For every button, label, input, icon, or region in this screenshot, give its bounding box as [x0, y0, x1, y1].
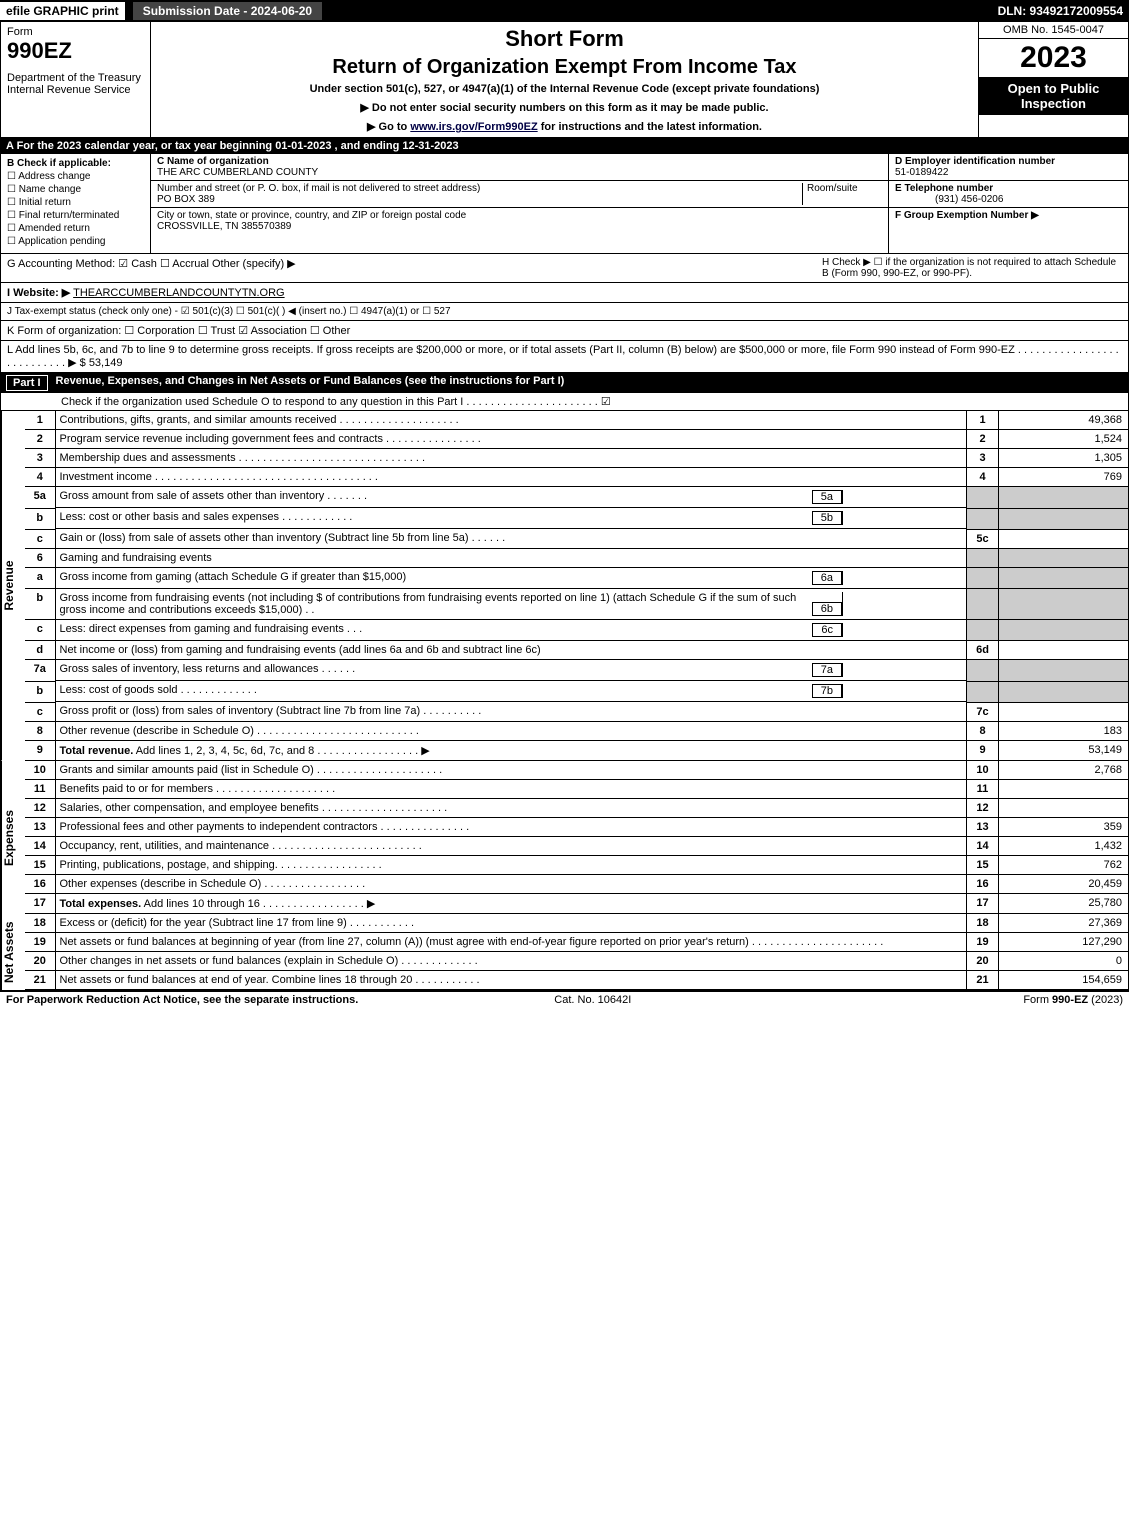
chk-address[interactable]: ☐ Address change [7, 171, 144, 182]
f-group: F Group Exemption Number ▶ [889, 208, 1128, 223]
line-7c: cGross profit or (loss) from sales of in… [25, 702, 1129, 721]
line-6b: bGross income from fundraising events (n… [25, 589, 1129, 620]
open-to-public: Open to Public Inspection [979, 77, 1128, 115]
footer-left: For Paperwork Reduction Act Notice, see … [6, 994, 358, 1006]
ssn-note: ▶ Do not enter social security numbers o… [159, 101, 970, 114]
line-i: I Website: ▶ THEARCCUMBERLANDCOUNTYTN.OR… [0, 283, 1129, 303]
under-section: Under section 501(c), 527, or 4947(a)(1)… [159, 83, 970, 95]
d-ein: D Employer identification number51-01894… [889, 154, 1128, 181]
line-4: 4Investment income . . . . . . . . . . .… [25, 468, 1129, 487]
dln: DLN: 93492172009554 [998, 4, 1129, 18]
b-checkboxes: B Check if applicable: ☐ Address change … [1, 154, 151, 253]
title-block: Short Form Return of Organization Exempt… [151, 22, 978, 137]
line-18: 18Excess or (deficit) for the year (Subt… [25, 914, 1129, 933]
line-g-h: G Accounting Method: ☑ Cash ☐ Accrual Ot… [0, 254, 1129, 283]
chk-initial[interactable]: ☐ Initial return [7, 197, 144, 208]
line-6c: cLess: direct expenses from gaming and f… [25, 620, 1129, 641]
tax-year: 2023 [979, 39, 1128, 77]
line-17: 17Total expenses. Add lines 10 through 1… [25, 893, 1129, 913]
line-6a: aGross income from gaming (attach Schedu… [25, 567, 1129, 589]
line-6d: dNet income or (loss) from gaming and fu… [25, 641, 1129, 660]
d-e-f-block: D Employer identification number51-01894… [888, 154, 1128, 253]
line-8: 8Other revenue (describe in Schedule O) … [25, 721, 1129, 740]
line-20: 20Other changes in net assets or fund ba… [25, 951, 1129, 970]
expenses-section: Expenses 10Grants and similar amounts pa… [0, 761, 1129, 914]
submission-date: Submission Date - 2024-06-20 [133, 2, 322, 20]
line-11: 11Benefits paid to or for members . . . … [25, 779, 1129, 798]
expenses-table: 10Grants and similar amounts paid (list … [25, 761, 1129, 914]
netassets-label: Net Assets [1, 914, 25, 990]
part1-check-o: Check if the organization used Schedule … [0, 393, 1129, 411]
part1-title: Revenue, Expenses, and Changes in Net As… [56, 375, 565, 391]
line-6: 6Gaming and fundraising events [25, 548, 1129, 567]
line-15: 15Printing, publications, postage, and s… [25, 855, 1129, 874]
line-5b: bLess: cost or other basis and sales exp… [25, 508, 1129, 529]
dept-treasury: Department of the Treasury Internal Reve… [7, 72, 144, 96]
line-10: 10Grants and similar amounts paid (list … [25, 761, 1129, 780]
line-2: 2Program service revenue including gover… [25, 430, 1129, 449]
line-j: J Tax-exempt status (check only one) - ☑… [0, 303, 1129, 321]
footer-cat: Cat. No. 10642I [554, 994, 631, 1006]
line-7b: bLess: cost of goods sold . . . . . . . … [25, 681, 1129, 702]
short-form-title: Short Form [159, 26, 970, 52]
omb-number: OMB No. 1545-0047 [979, 22, 1128, 39]
form-id-block: Form 990EZ Department of the Treasury In… [1, 22, 151, 137]
line-5c: cGain or (loss) from sale of assets othe… [25, 529, 1129, 548]
line-19: 19Net assets or fund balances at beginni… [25, 932, 1129, 951]
line-h: H Check ▶ ☐ if the organization is not r… [822, 257, 1122, 279]
part1-label: Part I [6, 375, 48, 391]
b-label: B Check if applicable: [7, 158, 144, 169]
line-7a: 7aGross sales of inventory, less returns… [25, 660, 1129, 682]
netassets-section: Net Assets 18Excess or (deficit) for the… [0, 914, 1129, 991]
form-number: 990EZ [7, 38, 144, 64]
revenue-label: Revenue [1, 411, 25, 761]
revenue-table: 1Contributions, gifts, grants, and simil… [25, 411, 1129, 761]
chk-amended[interactable]: ☐ Amended return [7, 223, 144, 234]
c-name: C Name of organization THE ARC CUMBERLAN… [151, 154, 888, 181]
efile-label[interactable]: efile GRAPHIC print [0, 2, 125, 20]
revenue-section: Revenue 1Contributions, gifts, grants, a… [0, 411, 1129, 761]
line-k: K Form of organization: ☐ Corporation ☐ … [0, 321, 1129, 341]
irs-link[interactable]: www.irs.gov/Form990EZ [410, 121, 537, 133]
line-21: 21Net assets or fund balances at end of … [25, 970, 1129, 989]
chk-name[interactable]: ☐ Name change [7, 184, 144, 195]
form-word: Form [7, 26, 144, 38]
footer: For Paperwork Reduction Act Notice, see … [0, 991, 1129, 1008]
chk-pending[interactable]: ☐ Application pending [7, 236, 144, 247]
website-link[interactable]: THEARCCUMBERLANDCOUNTYTN.ORG [73, 287, 284, 299]
netassets-table: 18Excess or (deficit) for the year (Subt… [25, 914, 1129, 990]
line-13: 13Professional fees and other payments t… [25, 817, 1129, 836]
chk-final[interactable]: ☐ Final return/terminated [7, 210, 144, 221]
c-street: Number and street (or P. O. box, if mail… [151, 181, 888, 208]
right-block: OMB No. 1545-0047 2023 Open to Public In… [978, 22, 1128, 137]
footer-right: Form 990-EZ (2023) [1023, 994, 1123, 1006]
goto-note: ▶ Go to www.irs.gov/Form990EZ for instru… [159, 120, 970, 133]
line-l: L Add lines 5b, 6c, and 7b to line 9 to … [0, 341, 1129, 373]
c-city: City or town, state or province, country… [151, 208, 888, 234]
line-a: A For the 2023 calendar year, or tax yea… [0, 138, 1129, 154]
line-5a: 5aGross amount from sale of assets other… [25, 487, 1129, 509]
header-bar: efile GRAPHIC print Submission Date - 20… [0, 0, 1129, 22]
line-14: 14Occupancy, rent, utilities, and mainte… [25, 836, 1129, 855]
line-1: 1Contributions, gifts, grants, and simil… [25, 411, 1129, 430]
expenses-label: Expenses [1, 761, 25, 914]
c-block: C Name of organization THE ARC CUMBERLAN… [151, 154, 888, 253]
line-9: 9Total revenue. Add lines 1, 2, 3, 4, 5c… [25, 740, 1129, 760]
part1-header: Part I Revenue, Expenses, and Changes in… [0, 373, 1129, 393]
line-12: 12Salaries, other compensation, and empl… [25, 798, 1129, 817]
return-title: Return of Organization Exempt From Incom… [159, 56, 970, 79]
line-16: 16Other expenses (describe in Schedule O… [25, 874, 1129, 893]
form-header: Form 990EZ Department of the Treasury In… [0, 22, 1129, 138]
section-b-block: B Check if applicable: ☐ Address change … [0, 154, 1129, 254]
line-3: 3Membership dues and assessments . . . .… [25, 449, 1129, 468]
line-g: G Accounting Method: ☑ Cash ☐ Accrual Ot… [7, 257, 822, 279]
e-phone: E Telephone number(931) 456-0206 [889, 181, 1128, 208]
